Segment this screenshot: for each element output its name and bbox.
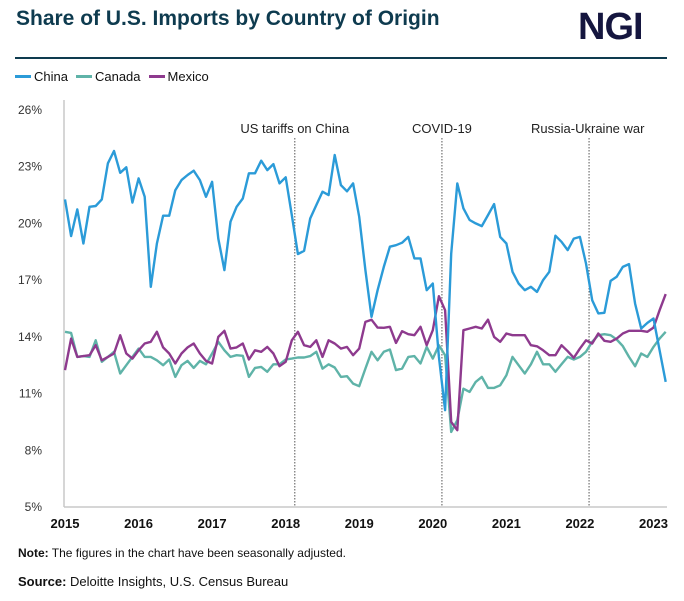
legend-swatch-china [15,75,31,78]
x-tick-label: 2015 [51,516,80,531]
y-tick-label: 14% [18,330,42,344]
series-line-mexico [63,293,667,432]
note-text: The figures in the chart have been seaso… [51,546,346,560]
chart-note: Note: The figures in the chart have been… [18,546,346,560]
legend-item-canada: Canada [75,69,141,84]
legend-swatch-canada [75,75,92,78]
y-tick-label: 23% [18,160,42,174]
note-label: Note: [18,546,49,560]
x-tick-label: 2023 [639,516,668,531]
legend-item-china: China [15,69,68,84]
source-text: Deloitte Insights, U.S. Census Bureau [70,574,289,589]
y-tick-label: 11% [19,387,42,401]
event-label: US tariffs on China [240,121,350,136]
legend-label-china: China [34,69,68,84]
x-tick-label: 2016 [124,516,153,531]
ngi-logo: NGI [578,6,644,48]
x-tick-label: 2018 [271,516,300,531]
series-line-canada [64,330,667,434]
x-tick-label: 2019 [345,516,374,531]
y-tick-label: 5% [25,500,43,514]
legend-item-mexico: Mexico [148,69,209,84]
x-tick-label: 2021 [492,516,521,531]
event-label: Russia-Ukraine war [531,121,645,136]
source-label: Source: [18,574,67,589]
legend-label-mexico: Mexico [167,69,209,84]
x-tick-label: 2020 [418,516,447,531]
y-tick-label: 8% [25,443,43,457]
legend-swatch-mexico [148,75,165,78]
y-tick-label: 20% [18,216,42,230]
y-tick-label: 26% [18,103,42,117]
legend-label-canada: Canada [94,69,141,84]
chart-title: Share of U.S. Imports by Country of Orig… [16,7,440,30]
x-tick-label: 2017 [198,516,227,531]
chart-source: Source: Deloitte Insights, U.S. Census B… [18,574,288,589]
series-line-china [63,149,667,412]
x-tick-label: 2022 [565,516,594,531]
header-divider [15,57,667,59]
legend: China Canada Mexico [15,69,209,84]
event-label: COVID-19 [412,121,472,136]
y-tick-label: 17% [18,273,42,287]
